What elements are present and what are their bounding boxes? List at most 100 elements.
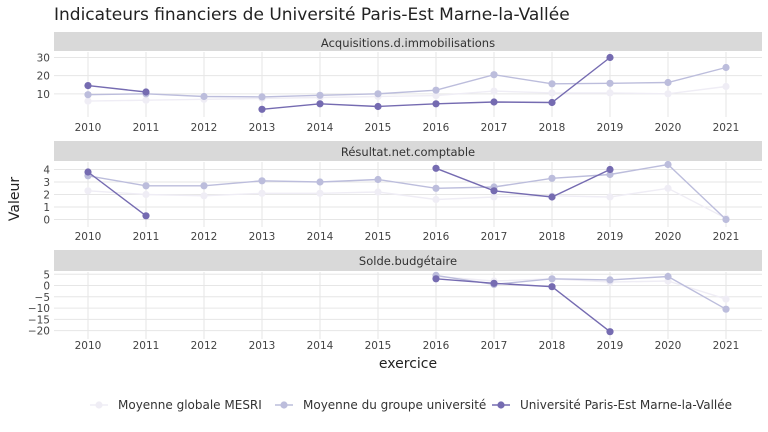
x-tick-label: 2018 xyxy=(539,340,566,352)
y-axis-title: Valeur xyxy=(7,177,23,221)
data-point xyxy=(548,80,556,88)
legend-item: Moyenne globale MESRI xyxy=(90,398,262,412)
legend-item: Université Paris-Est Marne-la-Vallée xyxy=(492,398,732,412)
data-point xyxy=(722,63,730,72)
y-tick-label: 0 xyxy=(43,281,50,293)
data-point xyxy=(606,170,614,179)
data-point xyxy=(548,174,556,182)
series-line xyxy=(87,187,727,219)
data-point xyxy=(722,305,730,313)
x-tick-label: 2010 xyxy=(75,340,102,352)
facet-strip-label: Acquisitions.d.immobilisations xyxy=(321,36,495,50)
x-tick-label: 2020 xyxy=(655,122,682,134)
data-point xyxy=(84,187,92,195)
data-point xyxy=(374,102,382,111)
x-tick-label: 2014 xyxy=(307,231,334,243)
series-line xyxy=(435,278,611,333)
legend-key-point xyxy=(95,401,103,409)
chart-title: Indicateurs financiers de Université Par… xyxy=(54,5,570,25)
x-tick-label: 2014 xyxy=(307,122,334,134)
data-point xyxy=(142,96,150,104)
series-line xyxy=(87,171,147,217)
data-point xyxy=(548,89,556,97)
data-point xyxy=(432,184,440,192)
facet-strip-label: Solde.budgétaire xyxy=(359,254,457,268)
data-point xyxy=(664,184,672,192)
x-tick-label: 2011 xyxy=(133,231,160,243)
x-tick-label: 2013 xyxy=(249,122,276,134)
x-tick-label: 2015 xyxy=(365,340,392,352)
y-tick-label: 3 xyxy=(43,177,50,189)
y-tick-label: 10 xyxy=(37,89,50,101)
facet-strip xyxy=(54,141,762,161)
x-tick-label: 2017 xyxy=(481,340,508,352)
data-point xyxy=(432,86,440,94)
data-point xyxy=(548,193,556,201)
x-tick-label: 2018 xyxy=(539,231,566,243)
series-0 xyxy=(432,272,730,303)
x-tick-label: 2017 xyxy=(481,231,508,243)
data-point xyxy=(722,82,730,91)
data-point xyxy=(606,89,614,97)
x-tick-label: 2017 xyxy=(481,122,508,134)
data-point xyxy=(142,182,150,190)
legend-item: Moyenne du groupe université xyxy=(275,398,486,412)
x-tick-label: 2011 xyxy=(133,340,160,352)
y-tick-label: 30 xyxy=(37,52,50,64)
series-1 xyxy=(84,160,730,224)
legend-key-point xyxy=(497,401,505,409)
x-tick-label: 2019 xyxy=(597,231,624,243)
data-point xyxy=(374,90,382,98)
data-point xyxy=(606,79,614,87)
x-tick-label: 2010 xyxy=(75,231,102,243)
data-point xyxy=(490,71,498,79)
data-point xyxy=(432,195,440,204)
x-tick-label: 2012 xyxy=(191,122,218,134)
x-tick-label: 2021 xyxy=(713,340,740,352)
data-point xyxy=(722,215,730,224)
data-point xyxy=(142,190,150,199)
x-tick-label: 2014 xyxy=(307,340,334,352)
data-point xyxy=(432,275,440,283)
series-line xyxy=(87,163,727,221)
y-tick-label: 2 xyxy=(43,190,50,202)
series-1 xyxy=(84,63,730,101)
data-point xyxy=(606,328,614,336)
series-line xyxy=(435,167,611,198)
x-tick-label: 2020 xyxy=(655,231,682,243)
data-point xyxy=(84,82,92,90)
data-point xyxy=(548,283,556,291)
data-point xyxy=(490,87,498,95)
x-tick-label: 2013 xyxy=(249,340,276,352)
data-point xyxy=(490,98,498,106)
facet-strip xyxy=(54,250,762,271)
series-line xyxy=(87,85,727,102)
data-point xyxy=(142,212,150,220)
series-1 xyxy=(432,271,730,313)
x-tick-label: 2018 xyxy=(539,122,566,134)
data-point xyxy=(84,168,92,176)
x-tick-label: 2021 xyxy=(713,122,740,134)
data-point xyxy=(432,92,440,100)
y-tick-label: −20 xyxy=(28,326,50,338)
y-tick-label: −5 xyxy=(35,292,50,304)
legend-label: Moyenne du groupe université xyxy=(303,398,486,412)
y-tick-label: 20 xyxy=(37,71,50,83)
data-point xyxy=(84,91,92,99)
series-line xyxy=(87,84,147,93)
y-tick-label: 4 xyxy=(43,165,50,177)
data-point xyxy=(374,188,382,196)
legend: Moyenne globale MESRI Moyenne du groupe u… xyxy=(90,398,732,412)
series-line xyxy=(435,275,727,300)
data-point xyxy=(316,189,324,197)
data-point xyxy=(664,160,672,169)
data-point xyxy=(606,53,614,62)
x-tick-label: 2021 xyxy=(713,231,740,243)
data-point xyxy=(490,193,498,201)
x-tick-label: 2016 xyxy=(423,122,450,134)
data-point xyxy=(664,272,672,281)
series-2 xyxy=(84,53,614,113)
x-tick-label: 2015 xyxy=(365,122,392,134)
data-point xyxy=(316,91,324,99)
